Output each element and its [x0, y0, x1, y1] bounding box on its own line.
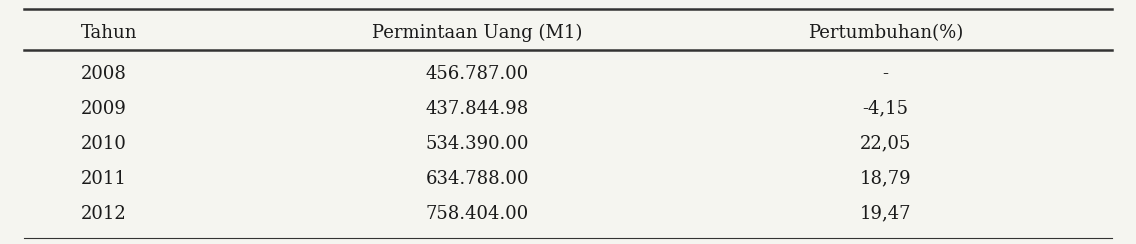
Text: 437.844.98: 437.844.98	[426, 100, 529, 118]
Text: 534.390.00: 534.390.00	[426, 135, 529, 153]
Text: 634.788.00: 634.788.00	[426, 170, 529, 188]
Text: -: -	[883, 65, 888, 83]
Text: 18,79: 18,79	[860, 170, 911, 188]
Text: 2010: 2010	[81, 135, 126, 153]
Text: 2011: 2011	[81, 170, 126, 188]
Text: Tahun: Tahun	[81, 24, 137, 42]
Text: -4,15: -4,15	[862, 100, 909, 118]
Text: Permintaan Uang (M1): Permintaan Uang (M1)	[373, 24, 583, 42]
Text: 2008: 2008	[81, 65, 126, 83]
Text: 456.787.00: 456.787.00	[426, 65, 529, 83]
Text: 2012: 2012	[81, 205, 126, 223]
Text: 2009: 2009	[81, 100, 126, 118]
Text: 758.404.00: 758.404.00	[426, 205, 529, 223]
Text: 22,05: 22,05	[860, 135, 911, 153]
Text: Pertumbuhan(%): Pertumbuhan(%)	[808, 24, 963, 42]
Text: 19,47: 19,47	[860, 205, 911, 223]
